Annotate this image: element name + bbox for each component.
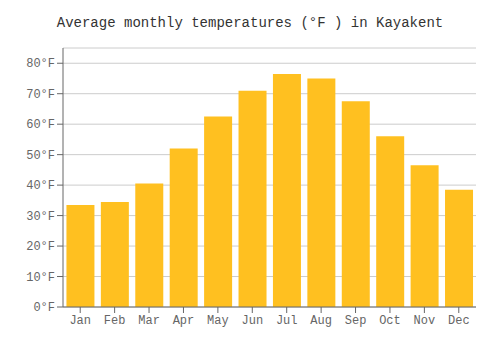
svg-text:40°F: 40°F (26, 179, 55, 193)
svg-text:0°F: 0°F (33, 301, 55, 315)
svg-text:Dec: Dec (448, 314, 470, 328)
svg-text:50°F: 50°F (26, 149, 55, 163)
svg-text:30°F: 30°F (26, 210, 55, 224)
svg-text:20°F: 20°F (26, 240, 55, 254)
svg-text:Jun: Jun (241, 314, 263, 328)
svg-text:80°F: 80°F (26, 57, 55, 71)
svg-text:Nov: Nov (414, 314, 436, 328)
svg-text:70°F: 70°F (26, 88, 55, 102)
html-text:Average monthly temperatures (: Average monthly temperatures (°F ) in Ka… (56, 15, 444, 31)
svg-text:Jul: Jul (276, 314, 298, 328)
svg-text:Aug: Aug (310, 314, 332, 328)
svg-text:60°F: 60°F (26, 118, 55, 132)
svg-text:Apr: Apr (173, 314, 195, 328)
svg-text:10°F: 10°F (26, 271, 55, 285)
svg-text:Jan: Jan (69, 314, 91, 328)
svg-text:Oct: Oct (379, 314, 401, 328)
svg-text:May: May (207, 314, 229, 328)
svg-text:Feb: Feb (104, 314, 126, 328)
svg-text:Sep: Sep (345, 314, 367, 328)
svg-text:Mar: Mar (138, 314, 160, 328)
